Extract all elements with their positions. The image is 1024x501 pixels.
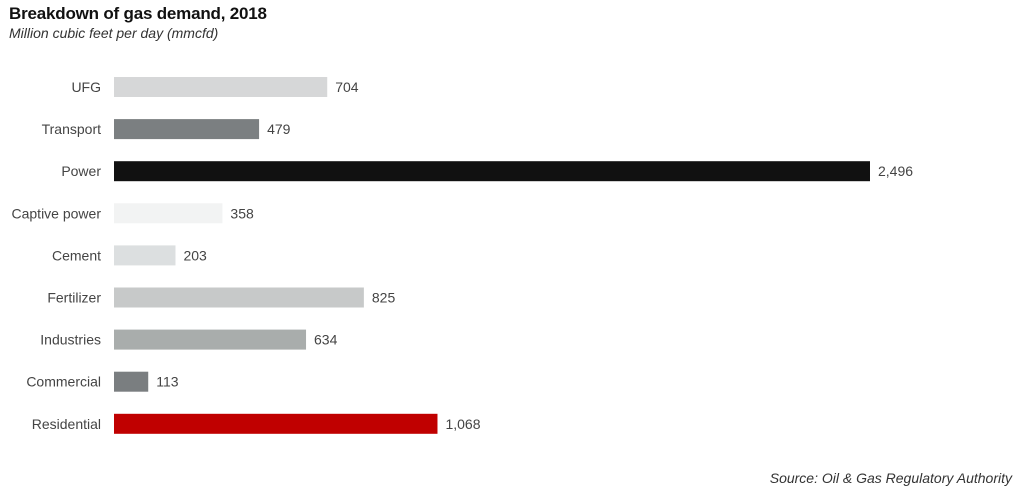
category-label: Residential [32, 416, 101, 432]
bar [114, 119, 260, 140]
value-label: 113 [156, 374, 179, 390]
value-label: 479 [267, 121, 291, 137]
bar [114, 413, 438, 434]
chart-subtitle: Million cubic feet per day (mmcfd) [9, 25, 219, 41]
category-label: Power [61, 163, 101, 179]
value-label: 825 [372, 290, 396, 306]
category-label: Captive power [12, 205, 102, 221]
category-label: Transport [42, 121, 102, 137]
bar [114, 77, 328, 97]
category-label: Commercial [26, 374, 101, 390]
value-label: 358 [230, 205, 254, 221]
bar [114, 371, 149, 392]
bar [114, 203, 223, 224]
bar [114, 287, 364, 308]
value-label: 1,068 [445, 416, 480, 432]
value-label: 2,496 [878, 163, 913, 179]
value-label: 203 [183, 247, 207, 263]
bar [114, 161, 870, 182]
bar [114, 329, 307, 350]
category-label: Fertilizer [47, 290, 101, 306]
chart-title: Breakdown of gas demand, 2018 [9, 4, 267, 23]
value-label: 704 [335, 79, 359, 95]
category-label: UFG [71, 79, 101, 95]
bar [114, 245, 176, 266]
category-label: Industries [40, 332, 101, 348]
category-label: Cement [52, 247, 101, 263]
source-note: Source: Oil & Gas Regulatory Authority [769, 470, 1012, 486]
value-label: 634 [314, 332, 338, 348]
